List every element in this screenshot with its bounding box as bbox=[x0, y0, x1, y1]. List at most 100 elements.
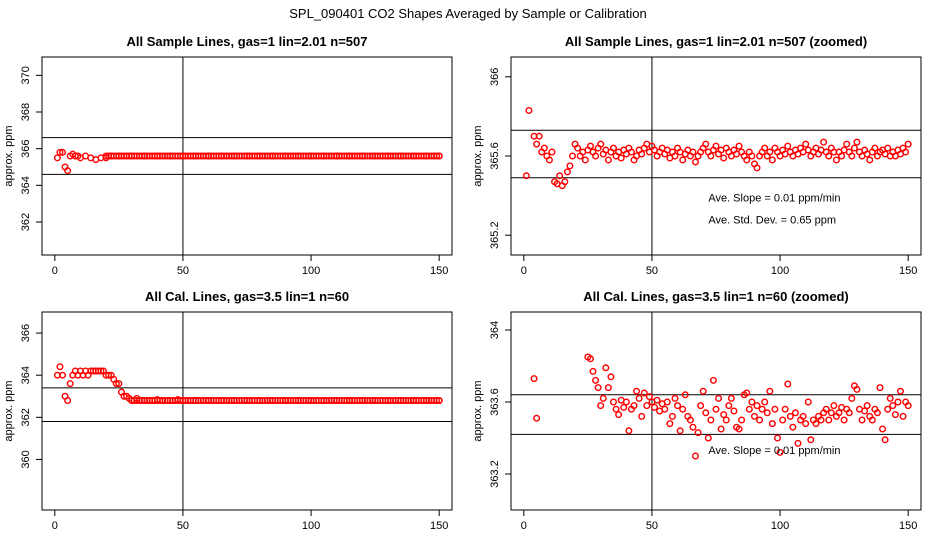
y-axis-label: approx. ppm bbox=[472, 125, 484, 186]
data-point bbox=[738, 416, 746, 424]
data-point bbox=[817, 416, 825, 424]
data-point bbox=[830, 402, 838, 410]
y-tick-label: 362 bbox=[20, 408, 32, 426]
data-point bbox=[868, 416, 876, 424]
data-point bbox=[56, 363, 64, 371]
x-tick-label: 100 bbox=[771, 265, 789, 277]
y-tick-label: 365.6 bbox=[489, 142, 501, 170]
data-point bbox=[679, 156, 687, 164]
data-point bbox=[594, 384, 602, 392]
data-point bbox=[704, 434, 712, 442]
data-point bbox=[676, 427, 684, 435]
data-point bbox=[774, 434, 782, 442]
data-point bbox=[638, 412, 646, 420]
y-tick-label: 366 bbox=[489, 68, 501, 86]
data-point bbox=[640, 389, 648, 397]
data-point bbox=[689, 148, 697, 156]
data-point bbox=[566, 162, 574, 170]
data-point bbox=[530, 375, 538, 383]
data-point bbox=[66, 380, 74, 388]
data-point bbox=[712, 142, 720, 150]
data-point bbox=[799, 412, 807, 420]
panel-title: All Cal. Lines, gas=3.5 lin=1 n=60 (zoom… bbox=[583, 289, 849, 304]
data-point bbox=[820, 138, 828, 146]
data-point bbox=[889, 402, 897, 410]
y-tick-label: 364 bbox=[489, 321, 501, 339]
data-point bbox=[674, 402, 682, 410]
data-point bbox=[586, 142, 594, 150]
data-point bbox=[525, 106, 533, 114]
data-point bbox=[720, 411, 728, 419]
data-point bbox=[743, 156, 751, 164]
data-point bbox=[592, 376, 600, 384]
y-tick-label: 362 bbox=[20, 213, 32, 231]
data-point bbox=[702, 409, 710, 417]
data-point bbox=[904, 402, 912, 410]
x-tick-label: 50 bbox=[646, 265, 658, 277]
data-point bbox=[563, 168, 571, 176]
data-point bbox=[748, 152, 756, 160]
annotation: Ave. Slope = 0.01 ppm/min bbox=[708, 445, 840, 457]
data-point bbox=[789, 423, 797, 431]
data-point bbox=[668, 412, 676, 420]
data-point bbox=[645, 393, 653, 401]
data-point bbox=[863, 402, 871, 410]
data-point bbox=[838, 152, 846, 160]
panel-title: All Sample Lines, gas=1 lin=2.01 n=507 bbox=[127, 34, 368, 49]
plot-frame bbox=[41, 311, 453, 511]
data-point bbox=[635, 394, 643, 402]
data-point bbox=[707, 152, 715, 160]
data-point bbox=[64, 396, 72, 404]
data-point bbox=[727, 394, 735, 402]
data-point bbox=[871, 144, 879, 152]
data-point bbox=[702, 140, 710, 148]
plot-frame bbox=[41, 56, 453, 256]
data-point bbox=[97, 367, 105, 375]
data-point bbox=[756, 416, 764, 424]
data-point bbox=[630, 402, 638, 410]
data-point bbox=[879, 425, 887, 433]
data-point bbox=[620, 403, 628, 411]
data-point bbox=[812, 420, 820, 428]
data-point bbox=[720, 154, 728, 162]
data-point bbox=[730, 407, 738, 415]
data-point bbox=[748, 398, 756, 406]
data-point bbox=[661, 405, 669, 413]
data-point bbox=[712, 405, 720, 413]
data-point bbox=[535, 132, 543, 140]
data-point bbox=[794, 439, 802, 447]
data-point bbox=[671, 152, 679, 160]
y-tick-label: 364 bbox=[20, 176, 32, 194]
data-point bbox=[776, 448, 784, 456]
data-point bbox=[891, 411, 899, 419]
data-point bbox=[604, 156, 612, 164]
x-tick-label: 150 bbox=[899, 520, 917, 532]
data-point bbox=[850, 144, 858, 152]
data-point bbox=[115, 380, 123, 388]
annotation: Ave. Std. Dev. = 0.65 ppm bbox=[708, 214, 836, 226]
data-point bbox=[779, 416, 787, 424]
data-point bbox=[435, 396, 443, 404]
y-tick-label: 365.2 bbox=[489, 221, 501, 249]
data-point bbox=[784, 142, 792, 150]
data-point bbox=[832, 156, 840, 164]
data-point bbox=[610, 144, 618, 152]
data-point bbox=[822, 405, 830, 413]
data-point bbox=[735, 425, 743, 433]
data-point bbox=[697, 402, 705, 410]
data-point bbox=[604, 384, 612, 392]
data-point bbox=[902, 148, 910, 156]
data-point bbox=[597, 140, 605, 148]
data-point bbox=[694, 429, 702, 437]
data-point bbox=[715, 394, 723, 402]
data-point bbox=[622, 398, 630, 406]
data-point bbox=[545, 156, 553, 164]
y-tick-label: 368 bbox=[20, 103, 32, 121]
y-tick-label: 363.6 bbox=[489, 388, 501, 416]
x-tick-label: 50 bbox=[177, 520, 189, 532]
y-tick-label: 366 bbox=[20, 324, 32, 342]
data-point bbox=[876, 384, 884, 392]
data-point bbox=[602, 364, 610, 372]
data-point bbox=[722, 416, 730, 424]
data-point bbox=[881, 436, 889, 444]
